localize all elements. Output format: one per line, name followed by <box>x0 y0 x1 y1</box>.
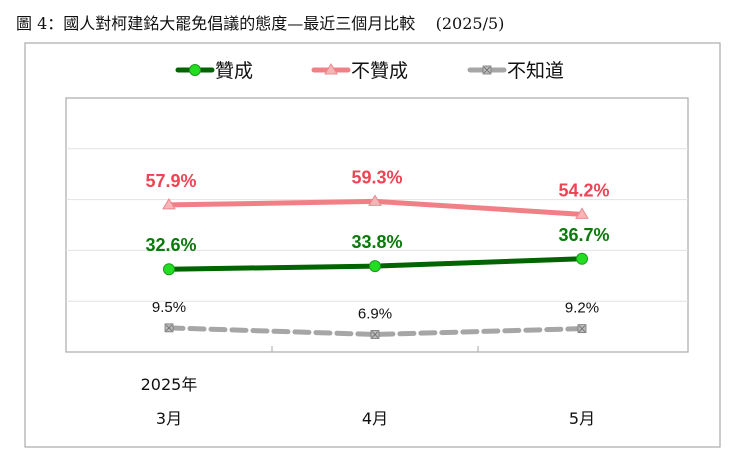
data-label: 32.6% <box>145 235 196 255</box>
data-label: 54.2% <box>558 180 609 200</box>
data-point <box>369 260 381 273</box>
data-label: 9.2% <box>565 300 599 317</box>
data-point <box>576 252 588 265</box>
data-point <box>368 194 382 206</box>
data-point <box>324 63 338 75</box>
legend-label: 贊成 <box>215 60 253 82</box>
series-1: 32.6% 33.8% 36.7% <box>145 225 610 276</box>
data-label: 36.7% <box>558 225 609 245</box>
x-tick-label: 4月 <box>362 409 388 428</box>
legend-item-1: 贊成 <box>175 60 253 82</box>
data-point <box>164 323 174 333</box>
plot-area <box>65 97 689 353</box>
legend-label: 不知道 <box>507 60 564 82</box>
data-label: 59.3% <box>351 167 402 187</box>
data-point <box>575 207 589 219</box>
series-line <box>166 325 585 337</box>
legend-label: 不贊成 <box>351 60 408 82</box>
x-axis-group-label: 2025年 <box>141 375 198 394</box>
series-2: 57.9% 59.3% 54.2% <box>145 167 610 219</box>
data-point <box>163 263 175 276</box>
data-point <box>577 324 587 334</box>
legend-item-2: 不贊成 <box>311 60 408 82</box>
data-point <box>482 65 492 75</box>
series-3: 9.5% 6.9% 9.2% <box>152 299 599 339</box>
data-label: 33.8% <box>351 232 402 252</box>
data-label: 9.5% <box>152 299 186 316</box>
x-tick-label: 5月 <box>569 409 595 428</box>
legend-item-3: 不知道 <box>467 60 564 82</box>
figure-title: 圖 4：國人對柯建銘大罷免倡議的態度—最近三個月比較 (2025/5) <box>16 14 505 33</box>
x-tick-label: 3月 <box>156 409 182 428</box>
data-label: 57.9% <box>145 171 196 191</box>
data-point <box>162 197 176 210</box>
data-label: 6.9% <box>358 305 392 322</box>
data-point <box>370 330 380 339</box>
data-point <box>189 64 201 76</box>
